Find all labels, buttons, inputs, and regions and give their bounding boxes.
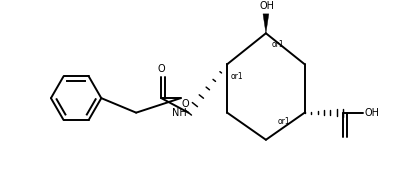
Text: or1: or1	[272, 40, 284, 49]
Text: O: O	[158, 64, 165, 74]
Text: or1: or1	[231, 72, 244, 81]
Text: O: O	[182, 99, 189, 109]
Text: OH: OH	[365, 108, 380, 118]
Polygon shape	[263, 14, 269, 33]
Text: or1: or1	[278, 117, 290, 126]
Text: OH: OH	[259, 1, 274, 11]
Text: NH: NH	[172, 108, 187, 118]
